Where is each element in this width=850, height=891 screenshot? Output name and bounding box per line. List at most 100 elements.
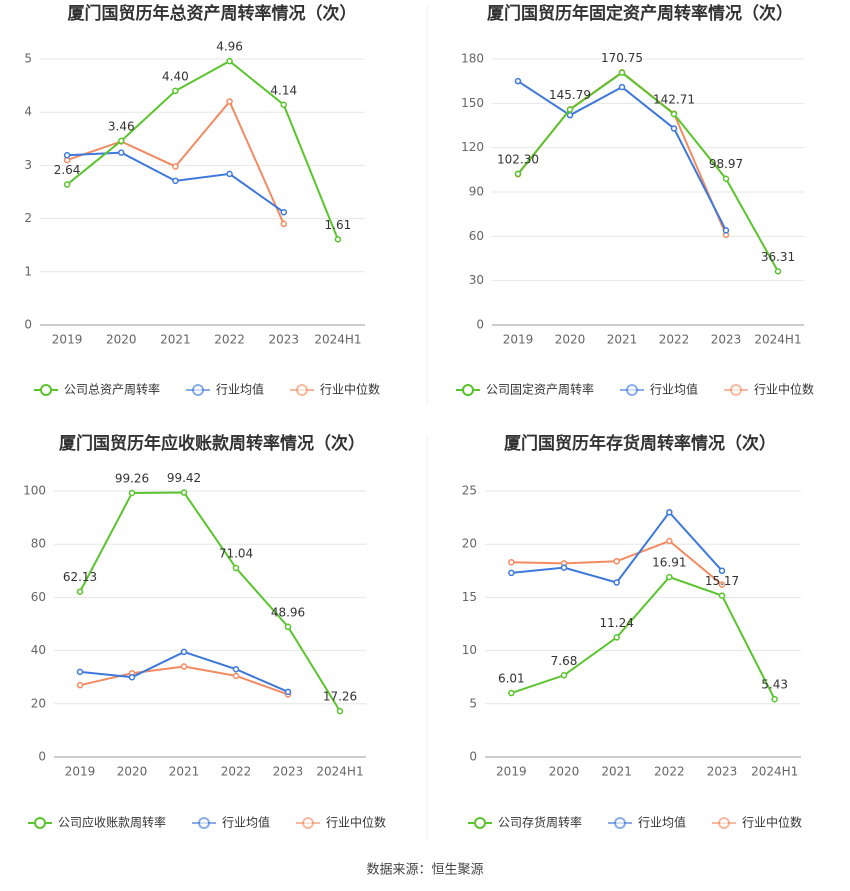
x-tick-label: 2020 <box>117 765 148 779</box>
legend-marker <box>198 817 210 829</box>
point <box>76 668 84 676</box>
x-tick-label: 2019 <box>65 765 96 779</box>
x-tick-label: 2022 <box>659 333 690 347</box>
y-tick-label: 30 <box>469 273 484 287</box>
point <box>718 567 726 575</box>
point <box>613 579 620 586</box>
legend-label: 行业均值 <box>650 382 698 397</box>
x-tick-label: 2021 <box>601 765 632 779</box>
series-line <box>511 575 776 700</box>
point <box>284 688 292 696</box>
data-label: 16.91 <box>652 556 686 570</box>
legend-marker <box>614 817 626 829</box>
point <box>771 695 778 703</box>
source: 数据来源：恒生聚源 <box>366 863 483 878</box>
y-tick-label: 80 <box>31 537 46 551</box>
y-tick-label: 2 <box>24 211 32 225</box>
point <box>566 106 574 113</box>
x-tick-label: 2022 <box>221 765 252 779</box>
point <box>118 137 125 145</box>
x-tick-label: 2020 <box>555 333 586 347</box>
legend-marker <box>296 384 308 396</box>
data-label: 99.26 <box>115 471 149 485</box>
point <box>718 592 726 599</box>
legend-label: 行业均值 <box>216 382 264 397</box>
data-label: 17.26 <box>323 690 357 704</box>
point <box>232 672 240 680</box>
point <box>560 672 568 679</box>
x-tick-label: 2021 <box>607 333 638 347</box>
legend-label: 公司总资产周转率 <box>64 382 160 397</box>
data-label: 99.42 <box>167 471 201 485</box>
chart-title: 厦门国贸历年存货周转率情况（次） <box>504 433 776 454</box>
point <box>613 557 620 565</box>
y-tick-label: 100 <box>23 484 46 498</box>
point <box>613 634 620 641</box>
legend-marker <box>474 817 486 829</box>
data-label: 4.40 <box>162 69 189 83</box>
y-tick-label: 20 <box>31 696 46 710</box>
point <box>284 623 292 631</box>
x-tick-label: 2021 <box>169 765 200 779</box>
y-tick-label: 25 <box>462 484 477 498</box>
y-tick-label: 0 <box>38 750 46 764</box>
x-tick-label: 2019 <box>496 765 527 779</box>
point <box>508 569 515 577</box>
legend-label: 公司应收账款周转率 <box>58 815 166 830</box>
point <box>774 268 782 275</box>
data-label: 7.68 <box>551 654 578 668</box>
data-label: 4.14 <box>270 83 297 97</box>
series-line <box>79 650 289 693</box>
data-label: 4.96 <box>216 40 243 54</box>
point <box>666 537 673 545</box>
point <box>508 559 515 566</box>
data-label: 5.43 <box>761 678 788 692</box>
point <box>118 149 125 156</box>
y-tick-label: 10 <box>462 643 477 657</box>
legend-marker <box>34 817 46 829</box>
x-tick-label: 2019 <box>52 333 83 347</box>
x-tick-label: 2021 <box>160 333 191 347</box>
x-tick-label: 2019 <box>503 333 534 347</box>
x-tick-label: 2023 <box>268 333 299 347</box>
point <box>172 163 179 170</box>
point <box>508 689 515 697</box>
legend-marker <box>626 384 638 396</box>
x-tick-label: 2020 <box>106 333 137 347</box>
x-tick-label: 2023 <box>707 765 738 779</box>
y-tick-label: 60 <box>31 590 46 604</box>
point <box>336 707 344 715</box>
x-tick-label: 2024H1 <box>754 333 801 347</box>
data-label: 102.30 <box>497 152 539 166</box>
legend-label: 行业均值 <box>222 815 270 830</box>
point <box>63 152 71 159</box>
y-tick-label: 1 <box>24 264 32 278</box>
point <box>232 665 240 673</box>
y-tick-label: 40 <box>31 643 46 657</box>
y-tick-label: 150 <box>461 96 484 110</box>
series-line <box>511 510 723 584</box>
y-tick-label: 0 <box>469 750 477 764</box>
x-tick-label: 2023 <box>711 333 742 347</box>
chart-title: 厦门国贸历年应收账款周转率情况（次） <box>59 433 365 454</box>
data-label: 170.75 <box>601 51 643 65</box>
point <box>63 181 71 188</box>
point <box>76 588 84 595</box>
x-tick-label: 2024H1 <box>316 765 363 779</box>
legend-label: 公司固定资产周转率 <box>486 382 594 397</box>
legend-label: 行业中位数 <box>326 815 386 830</box>
y-tick-label: 0 <box>24 318 32 332</box>
legend-marker <box>302 817 314 829</box>
y-tick-label: 180 <box>461 52 484 66</box>
series-line <box>517 71 779 272</box>
x-tick-label: 2023 <box>273 765 304 779</box>
y-tick-label: 0 <box>476 318 484 332</box>
legend-marker <box>40 384 52 396</box>
series-line <box>66 99 285 225</box>
point <box>226 57 233 65</box>
legend-label: 行业中位数 <box>742 815 802 830</box>
point <box>280 208 287 216</box>
data-label: 15.17 <box>705 574 739 588</box>
legend-marker <box>730 384 742 396</box>
data-label: 71.04 <box>219 547 253 561</box>
